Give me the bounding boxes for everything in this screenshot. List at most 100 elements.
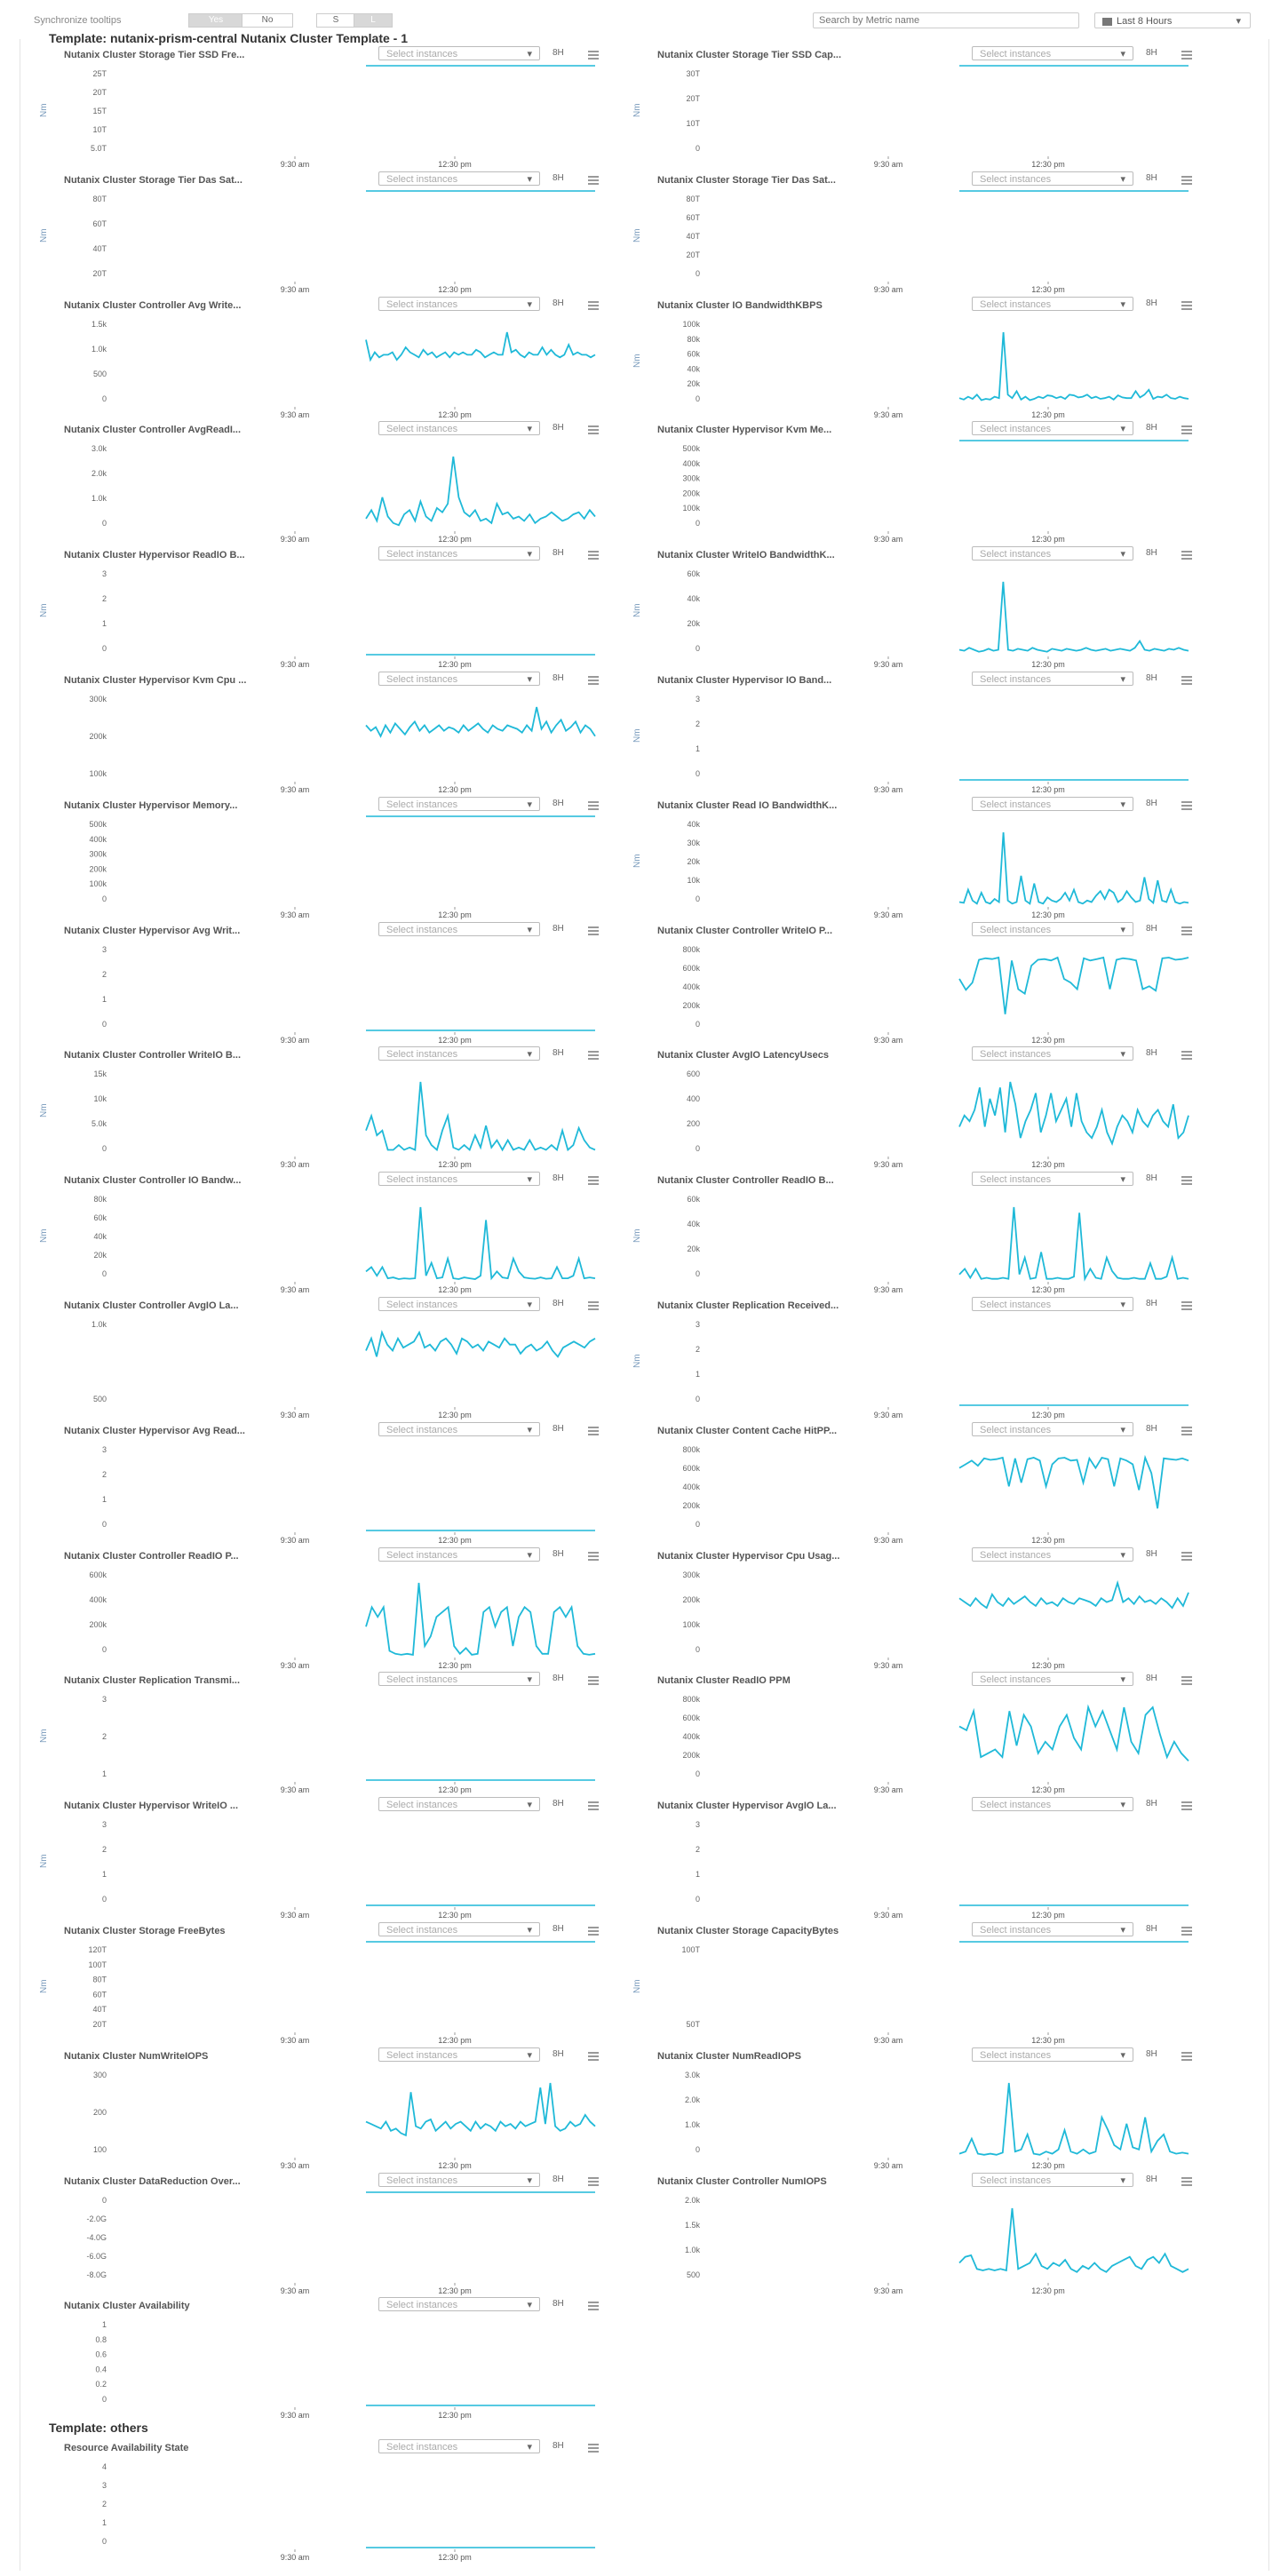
grid-icon[interactable] <box>1181 423 1192 435</box>
select-instances-dropdown[interactable]: Select instances ▾ <box>972 672 1133 686</box>
range-8h-button[interactable]: 8H <box>553 1799 564 1809</box>
select-instances-dropdown[interactable]: Select instances ▾ <box>378 2439 540 2453</box>
select-instances-dropdown[interactable]: Select instances ▾ <box>972 546 1133 561</box>
range-8h-button[interactable]: 8H <box>1146 1799 1157 1809</box>
range-8h-button[interactable]: 8H <box>1146 48 1157 58</box>
grid-icon[interactable] <box>1181 1799 1192 1811</box>
grid-icon[interactable] <box>1181 173 1192 185</box>
range-8h-button[interactable]: 8H <box>1146 798 1157 808</box>
select-instances-dropdown[interactable]: Select instances ▾ <box>378 1046 540 1061</box>
select-instances-dropdown[interactable]: Select instances ▾ <box>378 672 540 686</box>
size-l-button[interactable]: L <box>354 13 393 28</box>
select-instances-dropdown[interactable]: Select instances ▾ <box>378 2047 540 2062</box>
select-instances-dropdown[interactable]: Select instances ▾ <box>972 421 1133 436</box>
range-8h-button[interactable]: 8H <box>1146 1048 1157 1059</box>
range-8h-button[interactable]: 8H <box>1146 923 1157 934</box>
range-8h-button[interactable]: 8H <box>553 1674 564 1684</box>
grid-icon[interactable] <box>588 673 599 685</box>
grid-icon[interactable] <box>1181 1924 1192 1936</box>
select-instances-dropdown[interactable]: Select instances ▾ <box>378 2172 540 2187</box>
select-instances-dropdown[interactable]: Select instances ▾ <box>972 1546 1133 1562</box>
grid-icon[interactable] <box>588 1549 599 1561</box>
sync-no-button[interactable]: No <box>242 13 293 28</box>
grid-icon[interactable] <box>588 799 599 810</box>
select-instances-dropdown[interactable]: Select instances ▾ <box>972 171 1133 186</box>
select-instances-dropdown[interactable]: Select instances ▾ <box>972 2172 1133 2187</box>
select-instances-dropdown[interactable]: Select instances ▾ <box>972 921 1133 936</box>
grid-icon[interactable] <box>1181 1424 1192 1435</box>
grid-icon[interactable] <box>588 1674 599 1686</box>
select-instances-dropdown[interactable]: Select instances ▾ <box>378 1546 540 1562</box>
grid-icon[interactable] <box>588 2174 599 2186</box>
range-8h-button[interactable]: 8H <box>553 1173 564 1184</box>
select-instances-dropdown[interactable]: Select instances ▾ <box>378 421 540 436</box>
range-8h-button[interactable]: 8H <box>553 172 564 183</box>
range-8h-button[interactable]: 8H <box>553 673 564 683</box>
grid-icon[interactable] <box>588 423 599 435</box>
grid-icon[interactable] <box>1181 548 1192 561</box>
grid-icon[interactable] <box>1181 1173 1192 1186</box>
select-instances-dropdown[interactable]: Select instances ▾ <box>378 1797 540 1812</box>
range-8h-button[interactable]: 8H <box>1146 2174 1157 2184</box>
select-instances-dropdown[interactable]: Select instances ▾ <box>972 1421 1133 1436</box>
grid-icon[interactable] <box>588 924 599 935</box>
select-instances-dropdown[interactable]: Select instances ▾ <box>378 1172 540 1187</box>
range-8h-button[interactable]: 8H <box>553 423 564 433</box>
select-instances-dropdown[interactable]: Select instances ▾ <box>378 546 540 561</box>
grid-icon[interactable] <box>1181 298 1192 310</box>
select-instances-dropdown[interactable]: Select instances ▾ <box>378 1421 540 1436</box>
select-instances-dropdown[interactable]: Select instances ▾ <box>972 1797 1133 1812</box>
grid-icon[interactable] <box>588 298 599 310</box>
range-8h-button[interactable]: 8H <box>1146 1173 1157 1184</box>
grid-icon[interactable] <box>1181 1048 1192 1061</box>
grid-icon[interactable] <box>1181 1299 1192 1310</box>
range-8h-button[interactable]: 8H <box>1146 172 1157 183</box>
select-instances-dropdown[interactable]: Select instances ▾ <box>972 296 1133 311</box>
range-8h-button[interactable]: 8H <box>553 2441 564 2451</box>
sync-yes-button[interactable]: Yes <box>188 13 243 28</box>
grid-icon[interactable] <box>1181 48 1192 60</box>
metric-search-input[interactable] <box>813 12 1079 28</box>
select-instances-dropdown[interactable]: Select instances ▾ <box>378 296 540 311</box>
grid-icon[interactable] <box>1181 799 1192 810</box>
grid-icon[interactable] <box>588 48 599 60</box>
range-8h-button[interactable]: 8H <box>1146 423 1157 433</box>
range-8h-button[interactable]: 8H <box>553 548 564 559</box>
range-8h-button[interactable]: 8H <box>553 48 564 58</box>
select-instances-dropdown[interactable]: Select instances ▾ <box>378 171 540 186</box>
grid-icon[interactable] <box>588 173 599 185</box>
grid-icon[interactable] <box>1181 2174 1192 2186</box>
range-8h-button[interactable]: 8H <box>553 2299 564 2310</box>
grid-icon[interactable] <box>588 2299 599 2311</box>
grid-icon[interactable] <box>588 1799 599 1811</box>
range-8h-button[interactable]: 8H <box>1146 1674 1157 1684</box>
grid-icon[interactable] <box>588 1048 599 1061</box>
range-8h-button[interactable]: 8H <box>1146 673 1157 683</box>
time-range-dropdown[interactable]: Last 8 Hours ▾ <box>1094 12 1251 28</box>
size-s-button[interactable]: S <box>316 13 355 28</box>
grid-icon[interactable] <box>588 2441 599 2453</box>
select-instances-dropdown[interactable]: Select instances ▾ <box>972 1922 1133 1936</box>
grid-icon[interactable] <box>588 2049 599 2061</box>
select-instances-dropdown[interactable]: Select instances ▾ <box>972 1672 1133 1687</box>
select-instances-dropdown[interactable]: Select instances ▾ <box>378 2297 540 2312</box>
range-8h-button[interactable]: 8H <box>553 798 564 808</box>
grid-icon[interactable] <box>1181 673 1192 685</box>
range-8h-button[interactable]: 8H <box>1146 1423 1157 1434</box>
range-8h-button[interactable]: 8H <box>553 1423 564 1434</box>
grid-icon[interactable] <box>588 1924 599 1936</box>
grid-icon[interactable] <box>1181 924 1192 935</box>
select-instances-dropdown[interactable]: Select instances ▾ <box>972 1297 1133 1311</box>
select-instances-dropdown[interactable]: Select instances ▾ <box>972 46 1133 60</box>
range-8h-button[interactable]: 8H <box>553 1548 564 1559</box>
range-8h-button[interactable]: 8H <box>553 1299 564 1308</box>
range-8h-button[interactable]: 8H <box>1146 2048 1157 2059</box>
select-instances-dropdown[interactable]: Select instances ▾ <box>378 1297 540 1311</box>
select-instances-dropdown[interactable]: Select instances ▾ <box>972 2047 1133 2062</box>
range-8h-button[interactable]: 8H <box>553 2174 564 2184</box>
select-instances-dropdown[interactable]: Select instances ▾ <box>378 1672 540 1687</box>
select-instances-dropdown[interactable]: Select instances ▾ <box>378 796 540 811</box>
range-8h-button[interactable]: 8H <box>553 2048 564 2059</box>
range-8h-button[interactable]: 8H <box>1146 298 1157 308</box>
range-8h-button[interactable]: 8H <box>553 1924 564 1934</box>
